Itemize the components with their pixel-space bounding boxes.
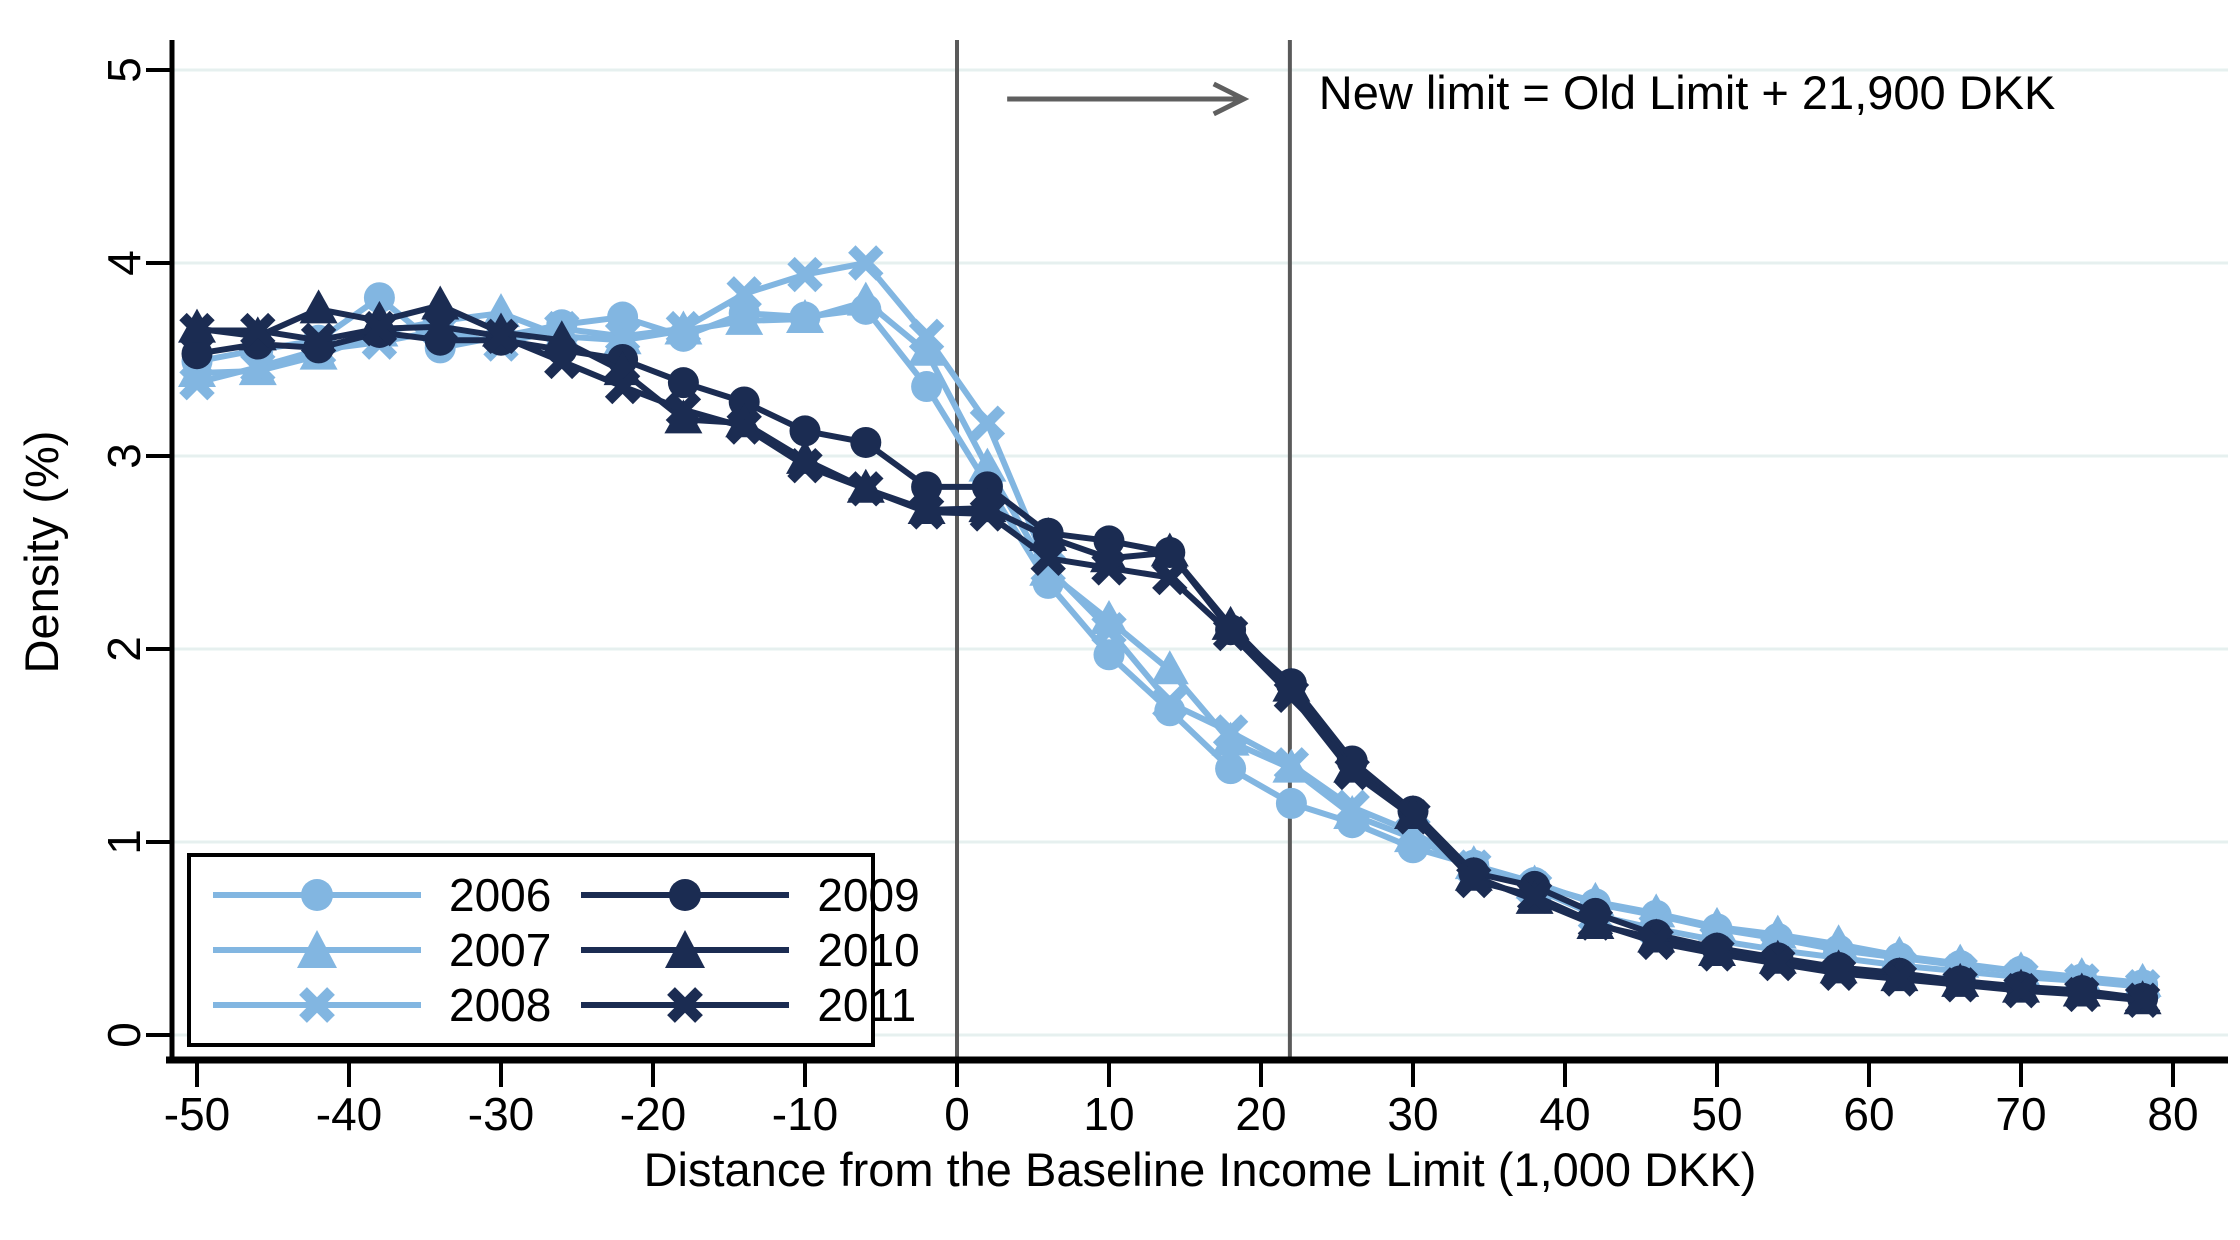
y-tick-label-5: 5 bbox=[98, 57, 150, 83]
series-2011 bbox=[179, 308, 2161, 1018]
x-tick-label-50: 50 bbox=[1691, 1088, 1742, 1140]
legend-label-2007: 2007 bbox=[449, 923, 552, 976]
x-tick-label-60: 60 bbox=[1843, 1088, 1894, 1140]
x-tick-label-30: 30 bbox=[1387, 1088, 1438, 1140]
x-tick-label-20: 20 bbox=[1235, 1088, 1286, 1140]
legend-marker-2007-triangle-icon bbox=[213, 929, 421, 968]
legend-label-2009: 2009 bbox=[817, 868, 920, 921]
legend-label-2010: 2010 bbox=[817, 923, 920, 976]
legend-item-2008: 2008 bbox=[207, 978, 551, 1033]
annotation-arrow bbox=[1007, 81, 1250, 117]
x-tick-label--20: -20 bbox=[620, 1088, 686, 1140]
x-tick-label--50: -50 bbox=[164, 1088, 230, 1140]
annotation-text: New limit = Old Limit + 21,900 DKK bbox=[1319, 66, 2056, 119]
legend-marker-2010-triangle-icon bbox=[581, 929, 790, 968]
legend-marker-2009-circle-icon bbox=[581, 878, 790, 911]
x-tick-label--30: -30 bbox=[468, 1088, 534, 1140]
arrow-head-icon bbox=[1212, 81, 1250, 117]
legend: 2006 2007 2008 2009 bbox=[187, 853, 920, 1047]
legend-label-2008: 2008 bbox=[449, 979, 552, 1032]
data-series bbox=[178, 245, 2162, 1018]
legend-label-2006: 2006 bbox=[449, 868, 552, 921]
x-tick-label-80: 80 bbox=[2147, 1088, 2198, 1140]
legend-item-2007: 2007 bbox=[207, 922, 551, 977]
axes: -50 -40 -30 -20 -10 0 10 20 30 40 50 60 70 80 0 1 2 3 4 5 bbox=[98, 40, 2228, 1140]
y-tick-label-0: 0 bbox=[98, 1022, 150, 1048]
x-axis-title: Distance from the Baseline Income Limit … bbox=[644, 1143, 1757, 1196]
legend-item-2009: 2009 bbox=[575, 867, 920, 922]
legend-item-2010: 2010 bbox=[575, 922, 920, 977]
y-tick-label-2: 2 bbox=[98, 636, 150, 662]
x-tick-label-40: 40 bbox=[1539, 1088, 1590, 1140]
y-axis-title: Density (%) bbox=[15, 431, 68, 674]
legend-marker-2006-circle-icon bbox=[213, 878, 421, 911]
legend-marker-2008-x-icon bbox=[213, 987, 421, 1024]
legend-item-2006: 2006 bbox=[207, 867, 551, 922]
legend-marker-2011-x-icon bbox=[581, 987, 790, 1024]
reference-lines bbox=[955, 40, 1292, 1058]
x-tick-label--10: -10 bbox=[772, 1088, 838, 1140]
x-tick-label--40: -40 bbox=[316, 1088, 382, 1140]
y-tick-label-4: 4 bbox=[98, 250, 150, 276]
legend-label-2011: 2011 bbox=[817, 979, 917, 1032]
y-tick-label-3: 3 bbox=[98, 443, 150, 469]
legend-item-2011: 2011 bbox=[575, 978, 919, 1033]
gridlines bbox=[174, 68, 2228, 1037]
y-tick-label-1: 1 bbox=[98, 829, 150, 855]
x-tick-label-0: 0 bbox=[944, 1088, 970, 1140]
x-tick-label-10: 10 bbox=[1083, 1088, 1134, 1140]
x-tick-label-70: 70 bbox=[1995, 1088, 2046, 1140]
